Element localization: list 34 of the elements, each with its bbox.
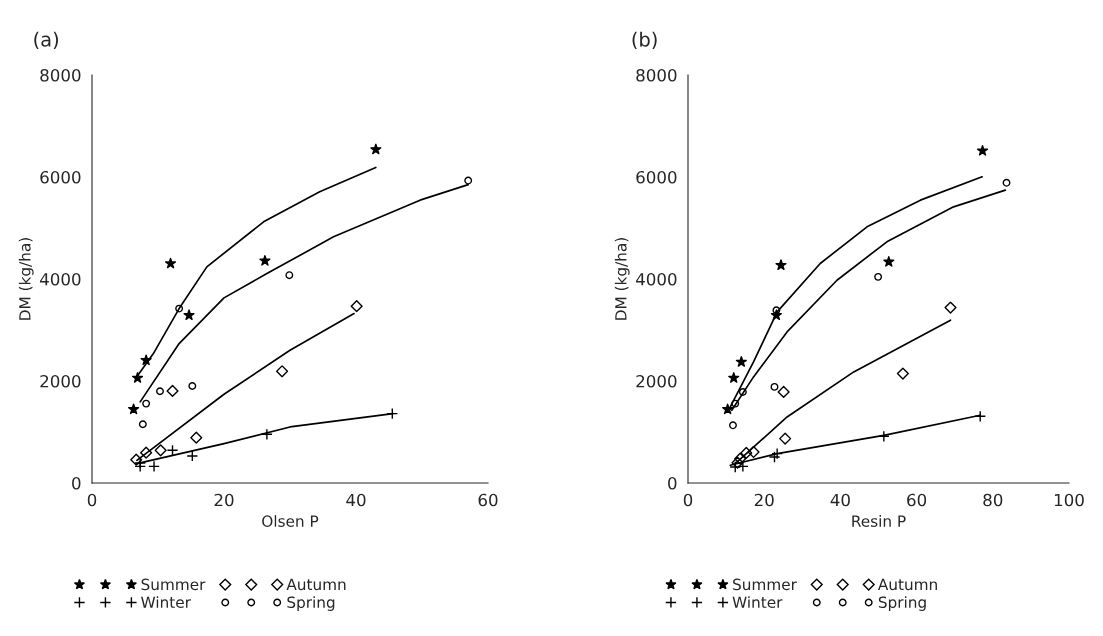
y-tick-label: 0 — [668, 476, 677, 490]
y-tick-label: 0 — [72, 476, 81, 490]
y-tick-label: 6000 — [636, 170, 677, 184]
legend-label: Autumn — [286, 578, 346, 591]
x-tick-label: 40 — [830, 493, 850, 507]
y-axis-title: DM (kg/ha) — [18, 238, 34, 320]
x-tick-label: 60 — [478, 493, 498, 507]
chart-title: (a) — [34, 31, 59, 50]
x-tick-label: 80 — [983, 493, 1003, 507]
x-tick-label: 60 — [907, 493, 927, 507]
y-tick-label: 4000 — [39, 272, 81, 286]
legend-label: Summer — [733, 578, 797, 591]
x-tick-label: 20 — [214, 493, 234, 507]
y-tick-label: 8000 — [636, 68, 677, 82]
x-tick-label: 20 — [754, 493, 774, 507]
legend-label: Winter — [732, 596, 783, 609]
legend-label: Winter — [141, 596, 191, 609]
legend-label: Autumn — [877, 578, 937, 591]
y-tick-label: 4000 — [635, 272, 677, 286]
x-axis-title: Olsen P — [262, 515, 319, 527]
y-tick-label: 2000 — [40, 374, 81, 388]
x-tick-label: 40 — [346, 493, 366, 507]
x-tick-label: 0 — [683, 493, 693, 507]
legend-label: Summer — [141, 578, 206, 591]
x-tick-label: 100 — [1054, 493, 1084, 507]
y-tick-label: 8000 — [40, 68, 81, 82]
legend-label: Spring — [287, 596, 335, 611]
chart-title: (b) — [632, 31, 657, 50]
legend-label: Spring — [878, 596, 926, 611]
y-tick-label: 2000 — [636, 374, 677, 388]
y-tick-label: 6000 — [40, 170, 81, 184]
x-tick-label: 0 — [87, 493, 97, 507]
x-axis-title: Resin P — [852, 515, 906, 527]
y-axis-title: DM (kg/ha) — [614, 238, 630, 320]
